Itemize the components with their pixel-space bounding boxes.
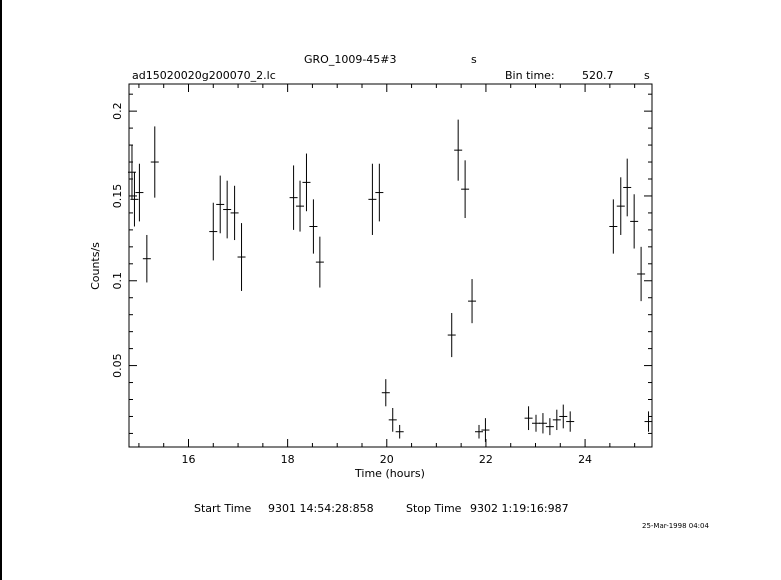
data-point bbox=[447, 312, 456, 358]
data-points bbox=[127, 119, 653, 442]
data-point bbox=[388, 407, 397, 432]
y-axis: 0.05 0.1 0.15 0.2 bbox=[111, 93, 652, 434]
data-point bbox=[230, 185, 239, 241]
stop-time-value: 9302 1:19:16:987 bbox=[470, 502, 569, 515]
data-point bbox=[545, 418, 554, 436]
data-point bbox=[296, 180, 305, 232]
data-point bbox=[630, 194, 639, 249]
data-point bbox=[142, 234, 151, 283]
data-point bbox=[474, 424, 483, 439]
bin-time-label: Bin time: bbox=[505, 69, 555, 82]
print-date: 25-Mar-1998 04:04 bbox=[642, 522, 709, 530]
data-point bbox=[368, 163, 377, 235]
x-tick-label: 16 bbox=[181, 453, 195, 466]
y-tick-label: 0.2 bbox=[111, 102, 124, 120]
data-point bbox=[454, 119, 463, 181]
start-time-label: Start Time bbox=[194, 502, 252, 515]
data-point bbox=[644, 411, 653, 432]
data-point bbox=[381, 379, 390, 407]
x-axis-label: Time (hours) bbox=[354, 467, 425, 480]
y-tick-label: 0.05 bbox=[111, 353, 124, 378]
data-point bbox=[209, 202, 218, 261]
data-point bbox=[135, 163, 144, 222]
data-point bbox=[637, 246, 646, 302]
x-axis: 16 18 20 22 24 bbox=[138, 84, 636, 466]
data-point bbox=[375, 163, 384, 222]
data-point bbox=[237, 223, 246, 291]
x-tick-label: 18 bbox=[281, 453, 295, 466]
x-tick-label: 20 bbox=[380, 453, 394, 466]
data-point bbox=[609, 199, 618, 254]
bin-time-unit: s bbox=[644, 69, 650, 82]
plot-title-suffix: s bbox=[471, 53, 477, 66]
data-point bbox=[524, 406, 533, 431]
data-point bbox=[623, 158, 632, 217]
data-point bbox=[223, 180, 232, 239]
data-point bbox=[130, 172, 139, 227]
data-point bbox=[559, 404, 568, 429]
data-point bbox=[538, 413, 547, 434]
y-tick-label: 0.1 bbox=[111, 272, 124, 290]
data-point bbox=[481, 418, 490, 442]
plot-title: GRO_1009-45#3 bbox=[304, 53, 397, 66]
data-point bbox=[289, 165, 298, 230]
x-tick-label: 24 bbox=[578, 453, 592, 466]
file-name-label: ad15020020g200070_2.lc bbox=[132, 69, 276, 82]
y-tick-label: 0.15 bbox=[111, 184, 124, 209]
data-point bbox=[315, 236, 324, 288]
bin-time-value: 520.7 bbox=[582, 69, 614, 82]
data-point bbox=[150, 126, 159, 198]
data-point bbox=[302, 153, 311, 212]
x-tick-label: 22 bbox=[479, 453, 493, 466]
data-point bbox=[468, 279, 477, 324]
data-point bbox=[216, 175, 225, 234]
data-point bbox=[461, 160, 470, 219]
plot-frame bbox=[128, 83, 653, 448]
data-point bbox=[616, 177, 625, 235]
y-axis-label: Counts/s bbox=[89, 242, 102, 290]
stop-time-label: Stop Time bbox=[406, 502, 462, 515]
data-point bbox=[552, 409, 561, 431]
data-point bbox=[531, 414, 540, 432]
data-point bbox=[395, 424, 404, 439]
data-point bbox=[566, 411, 575, 432]
data-point bbox=[309, 199, 318, 254]
window-left-edge bbox=[0, 0, 2, 580]
start-time-value: 9301 14:54:28:858 bbox=[268, 502, 374, 515]
